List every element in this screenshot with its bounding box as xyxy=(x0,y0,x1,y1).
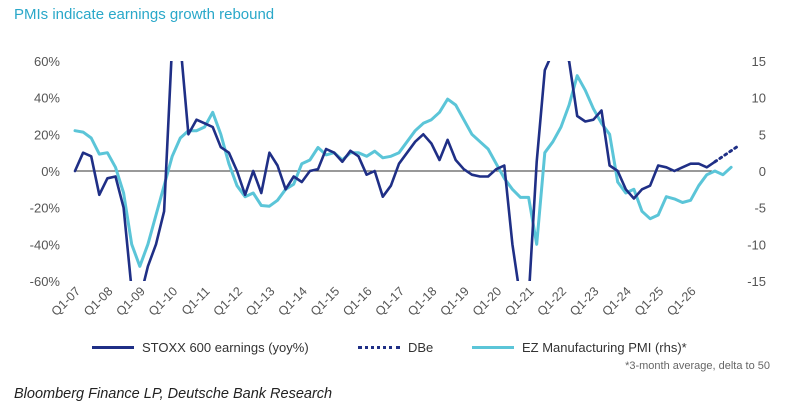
y-right-tick-label: 15 xyxy=(752,54,766,69)
legend-swatch-dbe xyxy=(358,346,400,349)
x-tick-label: Q1-13 xyxy=(243,284,277,318)
source-note: Bloomberg Finance LP, Deutsche Bank Rese… xyxy=(14,386,333,402)
x-tick-label: Q1-24 xyxy=(599,284,633,318)
x-tick-label: Q1-18 xyxy=(405,284,439,318)
y-right-tick-label: 10 xyxy=(752,91,766,106)
y-right-tick-label: -5 xyxy=(754,201,766,216)
y-right-tick-label: 0 xyxy=(759,164,766,179)
legend-item-earnings: STOXX 600 earnings (yoy%) xyxy=(92,340,309,355)
line-chart: 60% 40% 20% 0% -20% -40% -60% 15 10 5 0 -5 -10 -15 Q1-… xyxy=(30,54,766,319)
x-tick-label: Q1-23 xyxy=(567,284,601,318)
x-tick-label: Q1-19 xyxy=(437,284,471,318)
legend-swatch-earnings xyxy=(92,346,134,349)
x-tick-label: Q1-15 xyxy=(308,284,342,318)
footnote: *3-month average, delta to 50 xyxy=(625,360,770,372)
legend-swatch-pmi xyxy=(472,346,514,349)
y-left-tick-label: -20% xyxy=(30,201,61,216)
y-left-tick-label: 20% xyxy=(34,127,60,142)
x-tick-label: Q1-20 xyxy=(470,284,504,318)
x-tick-label: Q1-21 xyxy=(502,284,536,318)
y-left-tick-label: 60% xyxy=(34,54,60,69)
x-tick-label: Q1-10 xyxy=(146,284,180,318)
legend-label-pmi: EZ Manufacturing PMI (rhs)* xyxy=(522,340,687,355)
x-tick-label: Q1-12 xyxy=(211,284,245,318)
x-tick-label: Q1-14 xyxy=(275,284,309,318)
x-tick-label: Q1-26 xyxy=(664,284,698,318)
y-right-tick-label: -15 xyxy=(747,274,766,289)
legend-item-pmi: EZ Manufacturing PMI (rhs)* xyxy=(472,340,687,355)
series-line-pmi xyxy=(73,74,733,268)
y-left-tick-label: -60% xyxy=(30,274,61,289)
x-tick-label: Q1-07 xyxy=(49,284,83,318)
x-tick-label: Q1-25 xyxy=(632,284,666,318)
legend-label-earnings: STOXX 600 earnings (yoy%) xyxy=(142,340,309,355)
x-tick-label: Q1-17 xyxy=(373,284,407,318)
axes-layer: 60% 40% 20% 0% -20% -40% -60% 15 10 5 0 -5 -10 -15 Q1-… xyxy=(30,54,766,319)
x-tick-label: Q1-09 xyxy=(113,284,147,318)
legend: STOXX 600 earnings (yoy%) DBe EZ Manufac… xyxy=(0,340,800,362)
x-tick-label: Q1-22 xyxy=(535,284,569,318)
x-tick-label: Q1-08 xyxy=(81,284,115,318)
y-left-tick-label: -40% xyxy=(30,237,61,252)
y-left-tick-label: 0% xyxy=(41,164,60,179)
legend-item-dbe: DBe xyxy=(358,340,433,355)
legend-label-dbe: DBe xyxy=(408,340,434,355)
series-line-earnings xyxy=(73,61,717,281)
chart-title: PMIs indicate earnings growth rebound xyxy=(14,6,275,23)
y-right-tick-label: 5 xyxy=(759,127,766,142)
y-left-tick-label: 40% xyxy=(34,91,60,106)
x-tick-label: Q1-11 xyxy=(179,284,213,318)
series-layer xyxy=(73,61,741,281)
y-right-tick-label: -10 xyxy=(747,237,766,252)
x-tick-label: Q1-16 xyxy=(340,284,374,318)
series-line-dbe xyxy=(713,143,741,164)
